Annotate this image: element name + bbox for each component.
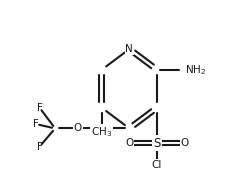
Text: O: O bbox=[74, 123, 82, 133]
Text: F: F bbox=[33, 119, 39, 129]
Text: S: S bbox=[153, 137, 161, 150]
Text: F: F bbox=[37, 142, 43, 152]
Text: O: O bbox=[125, 138, 134, 148]
Text: O: O bbox=[180, 138, 189, 148]
Text: F: F bbox=[37, 103, 43, 113]
Text: CH$_3$: CH$_3$ bbox=[91, 125, 112, 139]
Text: N: N bbox=[125, 44, 133, 54]
Text: NH$_2$: NH$_2$ bbox=[185, 63, 206, 77]
Text: Cl: Cl bbox=[152, 160, 162, 170]
